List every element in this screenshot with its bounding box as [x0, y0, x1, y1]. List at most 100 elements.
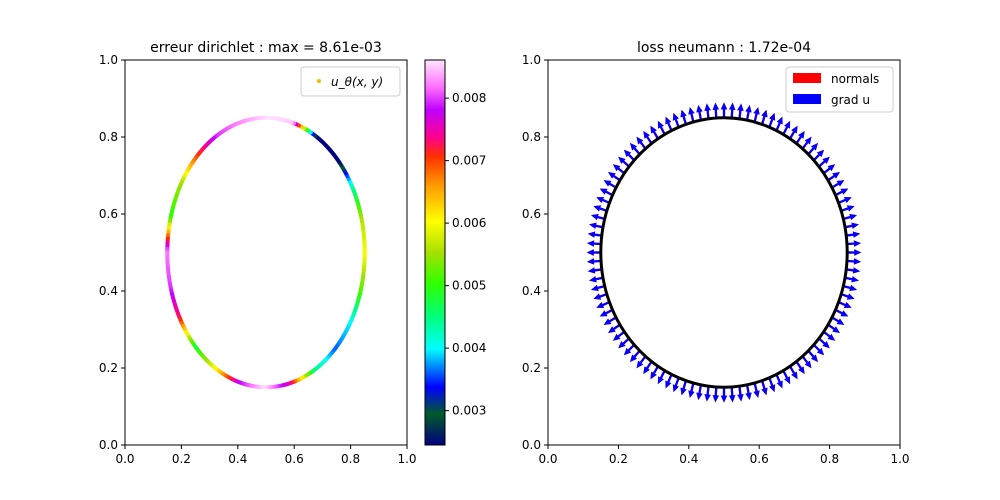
grad-u-arrow — [768, 377, 776, 393]
colorbar-tick-label: 0.005 — [452, 279, 486, 293]
grad-u-arrow — [593, 293, 608, 300]
colorbar-tick-label: 0.008 — [452, 91, 486, 105]
legend-label-grad-u: grad u — [831, 93, 870, 107]
colorbar-ticks: 0.003 0.004 0.005 0.006 0.007 0.008 — [445, 91, 486, 418]
colorbar-tick-label: 0.006 — [452, 216, 486, 230]
dirichlet-error-curve — [165, 115, 367, 390]
grad-u-arrow — [831, 316, 845, 325]
grad-u-arrow — [831, 180, 845, 189]
grad-u-arrow — [745, 384, 752, 400]
grad-u-arrow — [844, 276, 859, 283]
neumann-axes-frame — [547, 59, 901, 446]
grad-u-arrow — [623, 343, 635, 356]
y-tick-label: 1.0 — [522, 53, 541, 67]
grad-u-arrow — [795, 360, 805, 374]
grad-u-arrow — [665, 373, 673, 389]
grad-u-arrow — [680, 380, 687, 396]
grad-u-arrow — [729, 102, 736, 119]
colorbar: 0.003 0.004 0.005 0.006 0.007 0.008 — [424, 59, 486, 446]
y-tick-label: 0.0 — [99, 438, 118, 452]
y-tick-label: 0.2 — [522, 361, 541, 375]
grad-u-arrow — [587, 267, 602, 274]
y-tick-label: 0.6 — [522, 207, 541, 221]
grad-u-arrow — [680, 109, 687, 125]
grad-u-arrow — [586, 249, 601, 256]
grad-u-arrow — [789, 365, 798, 380]
grad-u-arrow — [729, 386, 736, 403]
grad-u-arrow — [591, 284, 605, 292]
dirichlet-y-axis: 0.0 0.2 0.4 0.6 0.8 1.0 — [99, 53, 125, 452]
grad-u-arrow — [704, 386, 711, 402]
legend-swatch-normals — [793, 73, 821, 83]
x-tick-label: 0.0 — [115, 452, 134, 466]
grad-u-arrow — [657, 120, 666, 135]
grad-u-arrow — [672, 112, 680, 128]
grad-u-arrow — [775, 373, 783, 389]
grad-u-arrow — [599, 188, 614, 197]
grad-u-arrow — [688, 382, 695, 398]
grad-u-arrow — [822, 330, 836, 341]
neumann-legend: normals grad u — [785, 66, 894, 113]
grad-u-arrow — [745, 105, 752, 121]
x-tick-label: 0.2 — [172, 452, 191, 466]
grad-u-arrow — [789, 125, 798, 140]
x-tick-label: 0.8 — [341, 452, 360, 466]
grad-u-arrow — [846, 231, 861, 238]
grad-u-arrow — [643, 360, 653, 374]
grad-u-arrow — [599, 308, 614, 317]
grad-u-arrow — [834, 308, 849, 317]
grad-u-arrow — [720, 387, 728, 403]
grad-u-arrow — [618, 156, 630, 168]
grad-u-arrow — [753, 382, 760, 398]
neumann-x-axis: 0.0 0.2 0.4 0.6 0.8 1.0 — [538, 445, 910, 466]
grad-u-arrow — [586, 240, 602, 247]
neumann-panel: loss neumann : 1.72e-04 0.0 0.2 0.4 0.6 0.8 1… — [522, 40, 910, 466]
grad-u-arrow — [688, 107, 695, 123]
x-tick-label: 0.2 — [609, 452, 628, 466]
grad-u-arrow — [636, 355, 647, 369]
grad-u-arrow — [827, 172, 840, 182]
x-tick-label: 1.0 — [397, 452, 416, 466]
grad-u-arrow — [782, 120, 791, 135]
y-tick-label: 0.4 — [522, 284, 541, 298]
grad-u-arrow — [844, 222, 859, 229]
grad-u-arrow — [591, 213, 605, 221]
x-tick-label: 1.0 — [890, 452, 909, 466]
grad-u-arrow — [704, 103, 711, 119]
grad-u-arrow — [589, 276, 604, 283]
grad-u-arrow — [608, 323, 621, 333]
neumann-y-axis: 0.0 0.2 0.4 0.6 0.8 1.0 — [522, 53, 548, 452]
grad-u-arrow — [782, 370, 791, 385]
grad-u-arrow — [696, 384, 703, 400]
grad-u-arrow — [650, 125, 659, 140]
grad-u-arrow — [834, 188, 849, 197]
x-tick-label: 0.4 — [228, 452, 247, 466]
grad-u-arrow — [596, 301, 610, 308]
grad-u-arrow — [847, 249, 862, 256]
dirichlet-axes-frame — [124, 59, 408, 446]
grad-u-arrow — [801, 136, 812, 150]
x-tick-label: 0.8 — [820, 452, 839, 466]
grad-u-arrow — [818, 337, 830, 349]
grad-u-arrow — [587, 231, 602, 238]
grad-u-arrow — [603, 180, 617, 189]
grad-u-arrow — [603, 316, 617, 325]
grad-u-arrow — [838, 197, 852, 204]
dirichlet-panel: erreur dirichlet : max = 8.61e-03 0.0 0.2… — [99, 40, 417, 466]
grad-u-arrow — [840, 205, 855, 212]
grad-u-arrow — [623, 149, 635, 162]
x-tick-label: 0.6 — [750, 452, 769, 466]
grad-u-arrow — [840, 293, 855, 300]
grad-u-arrow — [636, 136, 647, 150]
neumann-arrows — [586, 102, 862, 403]
grad-u-arrow — [807, 350, 818, 362]
grad-u-arrow — [612, 330, 626, 341]
grad-u-arrow — [843, 284, 857, 292]
dirichlet-legend-marker — [317, 79, 321, 83]
x-tick-label: 0.0 — [538, 452, 557, 466]
y-tick-label: 0.0 — [522, 438, 541, 452]
grad-u-arrow — [672, 377, 680, 393]
y-tick-label: 0.6 — [99, 207, 118, 221]
x-tick-label: 0.6 — [285, 452, 304, 466]
